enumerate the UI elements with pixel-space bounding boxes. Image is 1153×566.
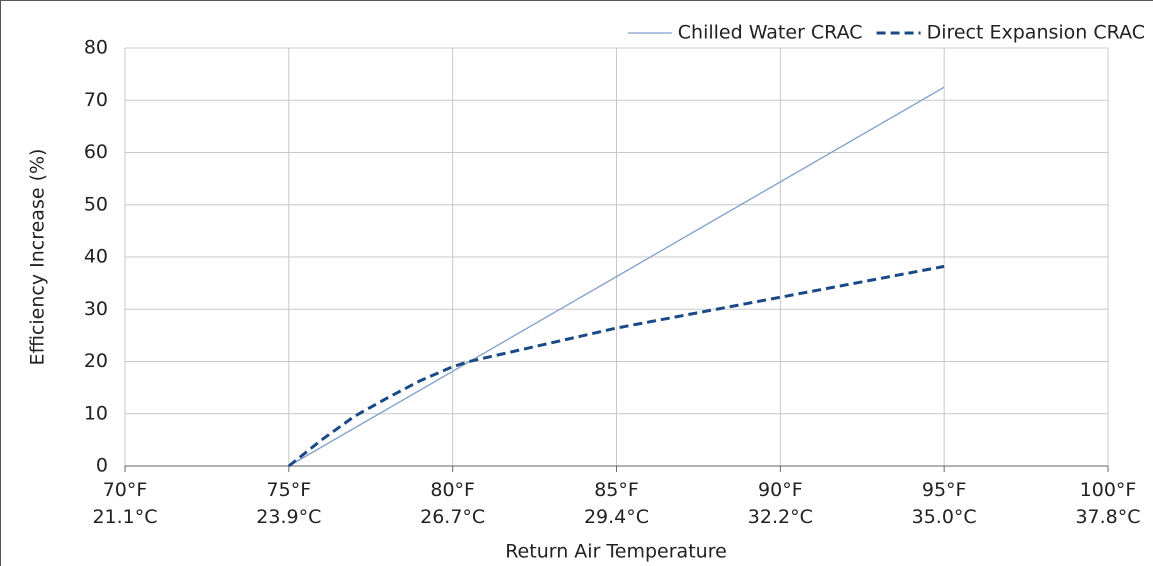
legend-label: Direct Expansion CRAC bbox=[927, 22, 1145, 44]
x-tick-label-line: 26.7°C bbox=[420, 506, 485, 528]
x-axis-title: Return Air Temperature bbox=[505, 541, 727, 563]
x-tick-label-line: 75°F bbox=[267, 479, 312, 501]
x-tick-label-line: 100°F bbox=[1080, 479, 1137, 501]
x-tick-label-line: 70°F bbox=[103, 479, 148, 501]
series-line bbox=[287, 264, 945, 468]
y-tick-label: 70 bbox=[84, 89, 108, 111]
x-tick-label-line: 29.4°C bbox=[584, 506, 649, 528]
x-tick-label-line: 80°F bbox=[430, 479, 475, 501]
x-tick-label: 90°F 32.2°C bbox=[748, 479, 813, 528]
x-tick-label-line: 35.0°C bbox=[912, 506, 977, 528]
x-tick-label: 75°F 23.9°C bbox=[256, 479, 321, 528]
x-tick-label: 95°F 35.0°C bbox=[912, 479, 977, 528]
y-tick-label: 0 bbox=[96, 455, 108, 477]
x-tick-label-line: 23.9°C bbox=[256, 506, 321, 528]
y-tick-label: 30 bbox=[84, 298, 108, 320]
y-tick-label: 20 bbox=[84, 350, 108, 372]
series-line bbox=[288, 86, 945, 467]
x-tick-label: 80°F 26.7°C bbox=[420, 479, 485, 528]
x-tick-label-line: 90°F bbox=[758, 479, 803, 501]
y-axis-title: Efficiency Increase (%) bbox=[27, 149, 49, 366]
x-tick-label-line: 21.1°C bbox=[92, 506, 157, 528]
x-tick-label-line: 37.8°C bbox=[1075, 506, 1140, 528]
x-tick-label-line: 95°F bbox=[922, 479, 967, 501]
y-tick-label: 80 bbox=[84, 37, 108, 59]
y-tick-label: 50 bbox=[84, 193, 108, 215]
y-tick-label: 10 bbox=[84, 402, 108, 424]
legend-label: Chilled Water CRAC bbox=[678, 22, 863, 44]
y-tick-label: 60 bbox=[84, 141, 108, 163]
x-tick-label: 70°F 21.1°C bbox=[92, 479, 157, 528]
x-tick-label: 85°F 29.4°C bbox=[584, 479, 649, 528]
x-tick-label: 100°F 37.8°C bbox=[1075, 479, 1140, 528]
x-tick-label-line: 85°F bbox=[594, 479, 639, 501]
y-tick-label: 40 bbox=[84, 246, 108, 268]
x-tick-label-line: 32.2°C bbox=[748, 506, 813, 528]
